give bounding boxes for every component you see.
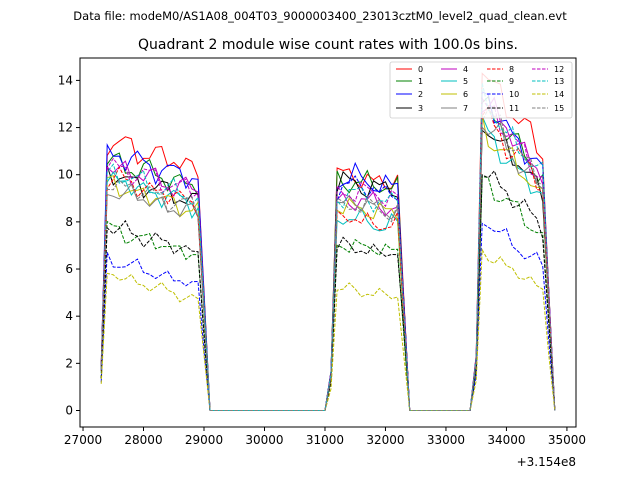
legend-label-11: 11 [509,104,519,113]
y-tick-label: 0 [65,403,73,417]
legend-label-1: 1 [418,77,423,86]
legend-label-13: 13 [554,77,564,86]
legend-label-12: 12 [554,65,564,74]
x-tick-label: 27000 [64,433,102,447]
series-line-4 [100,96,556,411]
x-tick-label: 29000 [185,433,223,447]
series-line-6 [100,114,556,411]
y-tick-label: 6 [65,262,73,276]
legend-label-10: 10 [509,90,519,99]
series-line-14 [100,248,556,411]
legend-label-8: 8 [509,65,514,74]
y-tick-label: 8 [65,215,73,229]
series-line-15 [100,107,556,411]
x-tick-label: 33000 [427,433,465,447]
legend-label-9: 9 [509,77,514,86]
series-line-12 [100,96,556,411]
x-tick-label: 31000 [306,433,344,447]
x-tick-label: 34000 [487,433,525,447]
y-tick-label: 2 [65,356,73,370]
y-tick-label: 12 [58,121,73,135]
x-tick-label: 28000 [124,433,162,447]
x-tick-label: 35000 [548,433,586,447]
series-line-8 [100,104,556,411]
series-line-3 [100,129,556,411]
legend-label-4: 4 [463,65,468,74]
chart-title: Quadrant 2 module wise count rates with … [138,37,518,53]
y-tick-label: 14 [58,73,73,87]
x-tick-label: 32000 [366,433,404,447]
chart-suptitle: Data file: modeM0/AS1A08_004T03_90000034… [73,9,567,23]
axis-ticks: 27000 28000 29000 30000 31000 32000 33000 34000… [58,73,586,447]
legend-label-0: 0 [418,65,423,74]
y-tick-label: 4 [65,309,73,323]
series-line-10 [100,175,556,411]
series-line-1 [100,95,556,411]
legend-label-5: 5 [463,77,468,86]
series-line-13 [100,82,556,411]
series-line-0 [100,72,556,411]
series-line-5 [100,116,556,411]
legend-label-6: 6 [463,90,468,99]
legend-label-2: 2 [418,90,423,99]
legend-label-15: 15 [554,104,564,113]
series-layer [100,72,556,411]
x-offset-label: +3.154e8 [517,455,576,469]
legend-label-7: 7 [463,104,468,113]
y-tick-label: 10 [58,168,73,182]
legend-box [389,61,573,119]
legend-label-14: 14 [554,90,564,99]
x-tick-label: 30000 [245,433,283,447]
legend-label-3: 3 [418,104,423,113]
plot-frame [79,57,577,428]
